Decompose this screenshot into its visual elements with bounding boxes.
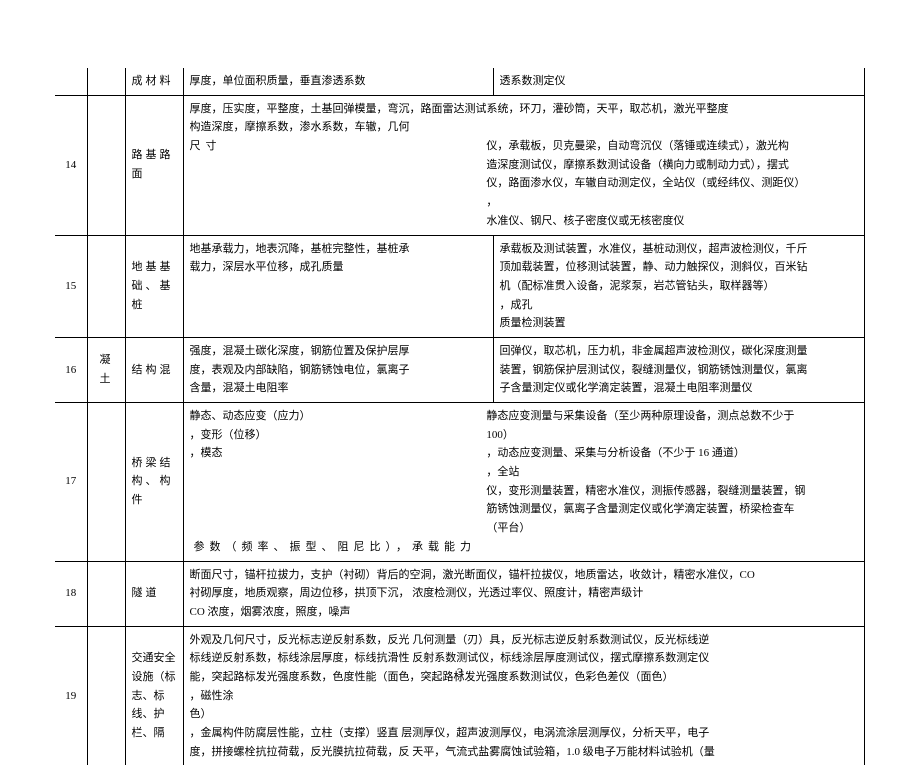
- cell-right: 回弹仪，取芯机，压力机，非金属超声波检测仪，碳化深度测量装置，钢筋保护层测试仪，…: [493, 337, 865, 402]
- cell-left: 强度，混凝土碳化深度，钢筋位置及保护层厚度，表观及内部缺陷，钢筋锈蚀电位，氯离子…: [183, 337, 493, 402]
- cell-cat: 凝土: [87, 337, 125, 402]
- cell-cat: [87, 626, 125, 765]
- cell-item: 隧道: [125, 561, 183, 626]
- cell-item: 路基路面: [125, 95, 183, 235]
- cell-left-text: 静态、动态应变（应力），变形（位移），模态: [190, 407, 484, 463]
- cell-idx: 15: [55, 235, 87, 337]
- cell-merged: 厚度，压实度，平整度，土基回弹模量，弯沉，路面雷达测试系统，环刀，灌砂筒，天平，…: [183, 95, 865, 235]
- cell-left-text: 厚度，压实度，平整度，土基回弹模量，弯沉，路面雷达测试系统，环刀，灌砂筒，天平，…: [190, 103, 729, 134]
- cell-left: 地基承载力，地表沉降，基桩完整性，基桩承载力，深层水平位移，成孔质量: [183, 235, 493, 337]
- cell-merged: 断面尺寸，锚杆拉拔力，支护（衬砌）背后的空洞，激光断面仪，锚杆拉拔仪，地质雷达，…: [183, 561, 865, 626]
- table-row: 17 桥梁结构、构件 静态、动态应变（应力），变形（位移），模态 静态应变测量与…: [55, 403, 865, 562]
- cell-item: 地基基础、基桩: [125, 235, 183, 337]
- cell-right-text: 静态应变测量与采集设备（至少两种原理设备，测点总数不少于100），动态应变测量、…: [486, 407, 840, 538]
- cell-idx: 18: [55, 561, 87, 626]
- cell-idx: 16: [55, 337, 87, 402]
- cell-merged: 静态、动态应变（应力），变形（位移），模态 静态应变测量与采集设备（至少两种原理…: [183, 403, 865, 562]
- cell-idx: 17: [55, 403, 87, 562]
- page-number: 3: [0, 665, 920, 681]
- main-table: 成材料 厚度，单位面积质量，垂直渗透系数 透系数测定仪 14 路基路面 厚度，压…: [55, 68, 865, 765]
- cell-cat: [87, 235, 125, 337]
- cell-item: 桥梁结构、构件: [125, 403, 183, 562]
- cell-right-text: 仪，承载板，贝克曼梁，自动弯沉仪（落锤或连续式），激光构造深度测试仪，摩擦系数测…: [486, 137, 840, 230]
- cell-right: 透系数测定仪: [493, 68, 865, 95]
- cell-left2: 参数（频率、振型、阻尼比），承载能力: [190, 541, 477, 553]
- cell-idx: 14: [55, 95, 87, 235]
- cell-cat: [87, 561, 125, 626]
- cell-cat: [87, 68, 125, 95]
- cell-item: 结构混: [125, 337, 183, 402]
- table-row: 15 地基基础、基桩 地基承载力，地表沉降，基桩完整性，基桩承载力，深层水平位移…: [55, 235, 865, 337]
- cell-idx: [55, 68, 87, 95]
- cell-cat: [87, 95, 125, 235]
- cell-item: 交通安全设施（标志、标线、护栏、隔: [125, 626, 183, 765]
- table-row: 14 路基路面 厚度，压实度，平整度，土基回弹模量，弯沉，路面雷达测试系统，环刀…: [55, 95, 865, 235]
- cell-merged: 外观及几何尺寸，反光标志逆反射系数，反光 几何测量（刃）具，反光标志逆反射系数测…: [183, 626, 865, 765]
- cell-item: 成材料: [125, 68, 183, 95]
- table-row: 18 隧道 断面尺寸，锚杆拉拔力，支护（衬砌）背后的空洞，激光断面仪，锚杆拉拔仪…: [55, 561, 865, 626]
- table-row: 19 交通安全设施（标志、标线、护栏、隔 外观及几何尺寸，反光标志逆反射系数，反…: [55, 626, 865, 765]
- cell-idx: 19: [55, 626, 87, 765]
- page-container: 成材料 厚度，单位面积质量，垂直渗透系数 透系数测定仪 14 路基路面 厚度，压…: [0, 68, 920, 765]
- cell-cat: [87, 403, 125, 562]
- cell-right: 承载板及测试装置，水准仪，基桩动测仪，超声波检测仪，千斤顶加载装置，位移测试装置…: [493, 235, 865, 337]
- table-row: 成材料 厚度，单位面积质量，垂直渗透系数 透系数测定仪: [55, 68, 865, 95]
- cell-left: 厚度，单位面积质量，垂直渗透系数: [183, 68, 493, 95]
- table-row: 16 凝土 结构混 强度，混凝土碳化深度，钢筋位置及保护层厚度，表观及内部缺陷，…: [55, 337, 865, 402]
- cell-left2: 尺寸: [190, 137, 484, 156]
